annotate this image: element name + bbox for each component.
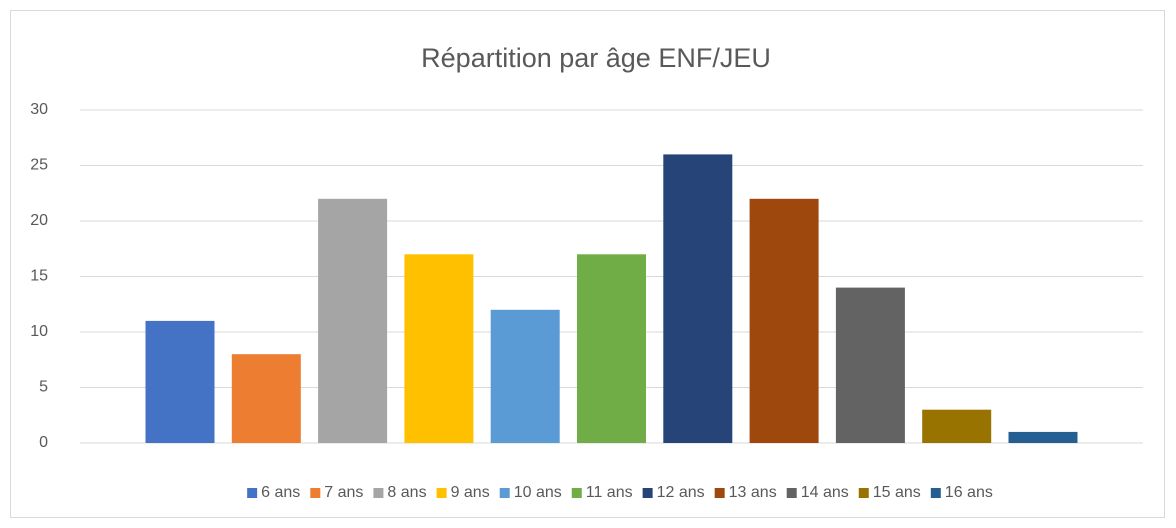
- legend-label: 13 ans: [729, 484, 777, 501]
- y-tick-label: 0: [39, 434, 48, 451]
- bar: [835, 287, 905, 443]
- y-tick-label: 25: [30, 157, 48, 174]
- y-tick-label: 5: [39, 379, 48, 396]
- legend-swatch: [436, 488, 447, 498]
- bar: [490, 309, 560, 443]
- legend-swatch: [714, 488, 725, 498]
- legend-label: 14 ans: [801, 484, 849, 501]
- legend-label: 15 ans: [873, 484, 921, 501]
- legend-label: 16 ans: [945, 484, 993, 501]
- y-tick-label: 30: [30, 101, 48, 118]
- bar: [231, 354, 301, 443]
- y-tick-label: 20: [30, 212, 48, 229]
- bar: [577, 254, 646, 443]
- legend-swatch: [930, 488, 941, 498]
- chart-title: Répartition par âge ENF/JEU: [421, 43, 771, 73]
- legend-swatch: [786, 488, 797, 498]
- y-tick-label: 15: [30, 268, 48, 285]
- bar: [922, 409, 992, 443]
- legend-swatch: [571, 488, 582, 498]
- legend-label: 8 ans: [387, 484, 426, 501]
- bar: [404, 254, 474, 443]
- legend-swatch: [310, 488, 321, 498]
- legend-label: 12 ans: [657, 484, 705, 501]
- bar: [663, 154, 733, 443]
- bar: [749, 198, 819, 443]
- legend-label: 11 ans: [586, 484, 633, 501]
- legend-swatch: [642, 488, 653, 498]
- legend-swatch: [499, 488, 510, 498]
- bar: [1008, 431, 1078, 443]
- legend-swatch: [373, 488, 384, 498]
- legend-label: 7 ans: [324, 484, 363, 501]
- bar: [318, 198, 388, 443]
- legend-label: 10 ans: [514, 484, 562, 501]
- legend-swatch: [247, 488, 258, 498]
- legend-label: 6 ans: [261, 484, 300, 501]
- y-tick-label: 10: [30, 323, 48, 340]
- legend-label: 9 ans: [451, 484, 490, 501]
- bar: [145, 320, 215, 443]
- legend-swatch: [858, 488, 869, 498]
